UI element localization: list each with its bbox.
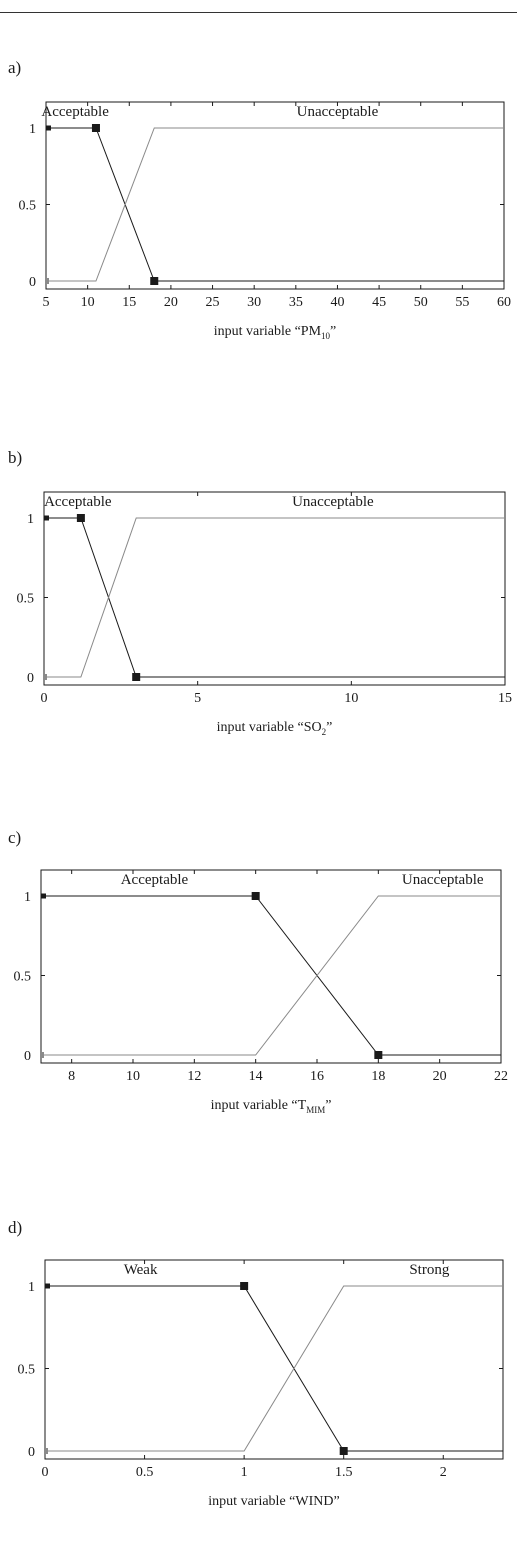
data-point-marker bbox=[44, 674, 47, 680]
x-tick-label: 10 bbox=[344, 691, 358, 706]
x-tick-label: 25 bbox=[206, 295, 220, 310]
x-tick-label: 22 bbox=[494, 1069, 508, 1084]
panel-label-b: b) bbox=[8, 448, 23, 467]
plot-frame-c bbox=[40, 869, 502, 1064]
mf-label: Strong bbox=[409, 1262, 450, 1278]
x-tick-label: 16 bbox=[310, 1069, 324, 1084]
x-tick-label: 35 bbox=[289, 295, 303, 310]
x-tick-label: 60 bbox=[497, 295, 511, 310]
x-tick-label: 2 bbox=[440, 1465, 447, 1480]
y-tick-label: 0 bbox=[24, 1049, 31, 1064]
x-tick-label: 5 bbox=[194, 691, 201, 706]
x-tick-label: 0 bbox=[41, 691, 48, 706]
y-tick-label: 0.5 bbox=[18, 1363, 36, 1378]
x-tick-label: 5 bbox=[43, 295, 50, 310]
plot-frame-a bbox=[45, 101, 505, 290]
chart-a: 1 0.5 05 10 15 20 25 30 35 40 45 50 55 60 Acceptable Un… bbox=[19, 101, 511, 341]
panel-label-d: d) bbox=[8, 1218, 23, 1237]
data-point-marker bbox=[240, 1282, 249, 1290]
x-axis-label-a: input variable “PM10” bbox=[214, 324, 337, 341]
x-tick-label: 10 bbox=[126, 1069, 140, 1084]
x-tick-label: 0 bbox=[42, 1465, 49, 1480]
x-tick-label: 55 bbox=[455, 295, 469, 310]
series-line-first bbox=[46, 127, 504, 282]
series-line-first bbox=[45, 1285, 503, 1452]
x-tick-label: 30 bbox=[247, 295, 261, 310]
mf-label: Weak bbox=[124, 1262, 158, 1278]
data-point-marker bbox=[251, 892, 260, 900]
data-point-marker bbox=[339, 1447, 348, 1455]
x-tick-label: 1 bbox=[241, 1465, 248, 1480]
x-tick-label: 8 bbox=[68, 1069, 75, 1084]
series-line-second bbox=[45, 1285, 503, 1452]
data-point-marker bbox=[44, 515, 49, 521]
x-tick-label: 10 bbox=[81, 295, 95, 310]
series-line-second bbox=[46, 127, 504, 282]
x-tick-label: 0.5 bbox=[136, 1465, 154, 1480]
data-point-marker bbox=[76, 514, 85, 522]
plot-frame-d bbox=[44, 1259, 504, 1460]
y-tick-label: 1 bbox=[27, 512, 34, 527]
y-tick-label: 1 bbox=[28, 1280, 35, 1295]
data-point-marker bbox=[46, 278, 49, 284]
y-tick-label: 0.5 bbox=[17, 592, 35, 607]
chart-c: 1 0.5 0 8 10 12 14 16 18 20 22 Acceptable Unacceptab… bbox=[14, 869, 508, 1115]
y-tick-label: 0 bbox=[27, 671, 34, 686]
y-tick-label: 0.5 bbox=[14, 970, 32, 985]
x-tick-label: 45 bbox=[372, 295, 386, 310]
x-tick-label: 12 bbox=[187, 1069, 201, 1084]
panel-label-a: a) bbox=[8, 58, 22, 77]
x-tick-label: 20 bbox=[164, 295, 178, 310]
top-rule bbox=[0, 12, 517, 13]
plot-frame-b bbox=[43, 491, 506, 686]
x-tick-label: 15 bbox=[498, 691, 512, 706]
series-line-second bbox=[44, 517, 505, 678]
mf-label: Unacceptable bbox=[292, 494, 374, 510]
data-point-marker bbox=[91, 124, 100, 132]
data-point-marker bbox=[41, 893, 46, 899]
x-tick-label: 14 bbox=[249, 1069, 263, 1084]
x-tick-label: 20 bbox=[433, 1069, 447, 1084]
x-tick-label: 18 bbox=[371, 1069, 385, 1084]
mf-label: Acceptable bbox=[44, 494, 112, 510]
mf-label: Unacceptable bbox=[297, 104, 379, 120]
x-tick-label: 50 bbox=[414, 295, 428, 310]
y-tick-label: 0.5 bbox=[19, 199, 37, 214]
x-axis-label-c: input variable “TMIM” bbox=[211, 1098, 332, 1115]
x-axis-label-d: input variable “WIND” bbox=[208, 1494, 339, 1509]
x-axis-label-b: input variable “SO2” bbox=[217, 720, 333, 737]
x-tick-label: 15 bbox=[122, 295, 136, 310]
x-tick-label: 1.5 bbox=[335, 1465, 353, 1480]
y-tick-label: 1 bbox=[24, 890, 31, 905]
chart-d: 1 0.5 00 0.5 1 1.5 2 Weak Strong input variable “… bbox=[18, 1259, 504, 1509]
chart-b: 1 0.5 00 5 10 15 Acceptable Unacceptable input v… bbox=[17, 491, 512, 737]
series-line-first bbox=[44, 517, 505, 678]
y-tick-label: 1 bbox=[29, 122, 36, 137]
y-tick-label: 0 bbox=[29, 275, 36, 290]
panel-label-c: c) bbox=[8, 828, 22, 847]
series-line-second bbox=[41, 895, 501, 1056]
data-point-marker bbox=[150, 277, 159, 285]
data-point-marker bbox=[374, 1051, 383, 1059]
y-tick-label: 0 bbox=[28, 1445, 35, 1460]
data-point-marker bbox=[45, 1283, 50, 1289]
mf-label: Acceptable bbox=[41, 104, 109, 120]
x-tick-label: 40 bbox=[330, 295, 344, 310]
data-point-marker bbox=[41, 1052, 44, 1058]
data-point-marker bbox=[45, 1448, 48, 1454]
mf-label: Acceptable bbox=[121, 872, 189, 888]
data-point-marker bbox=[132, 673, 141, 681]
data-point-marker bbox=[46, 125, 51, 131]
series-line-first bbox=[41, 895, 501, 1056]
mf-label: Unacceptable bbox=[402, 872, 484, 888]
